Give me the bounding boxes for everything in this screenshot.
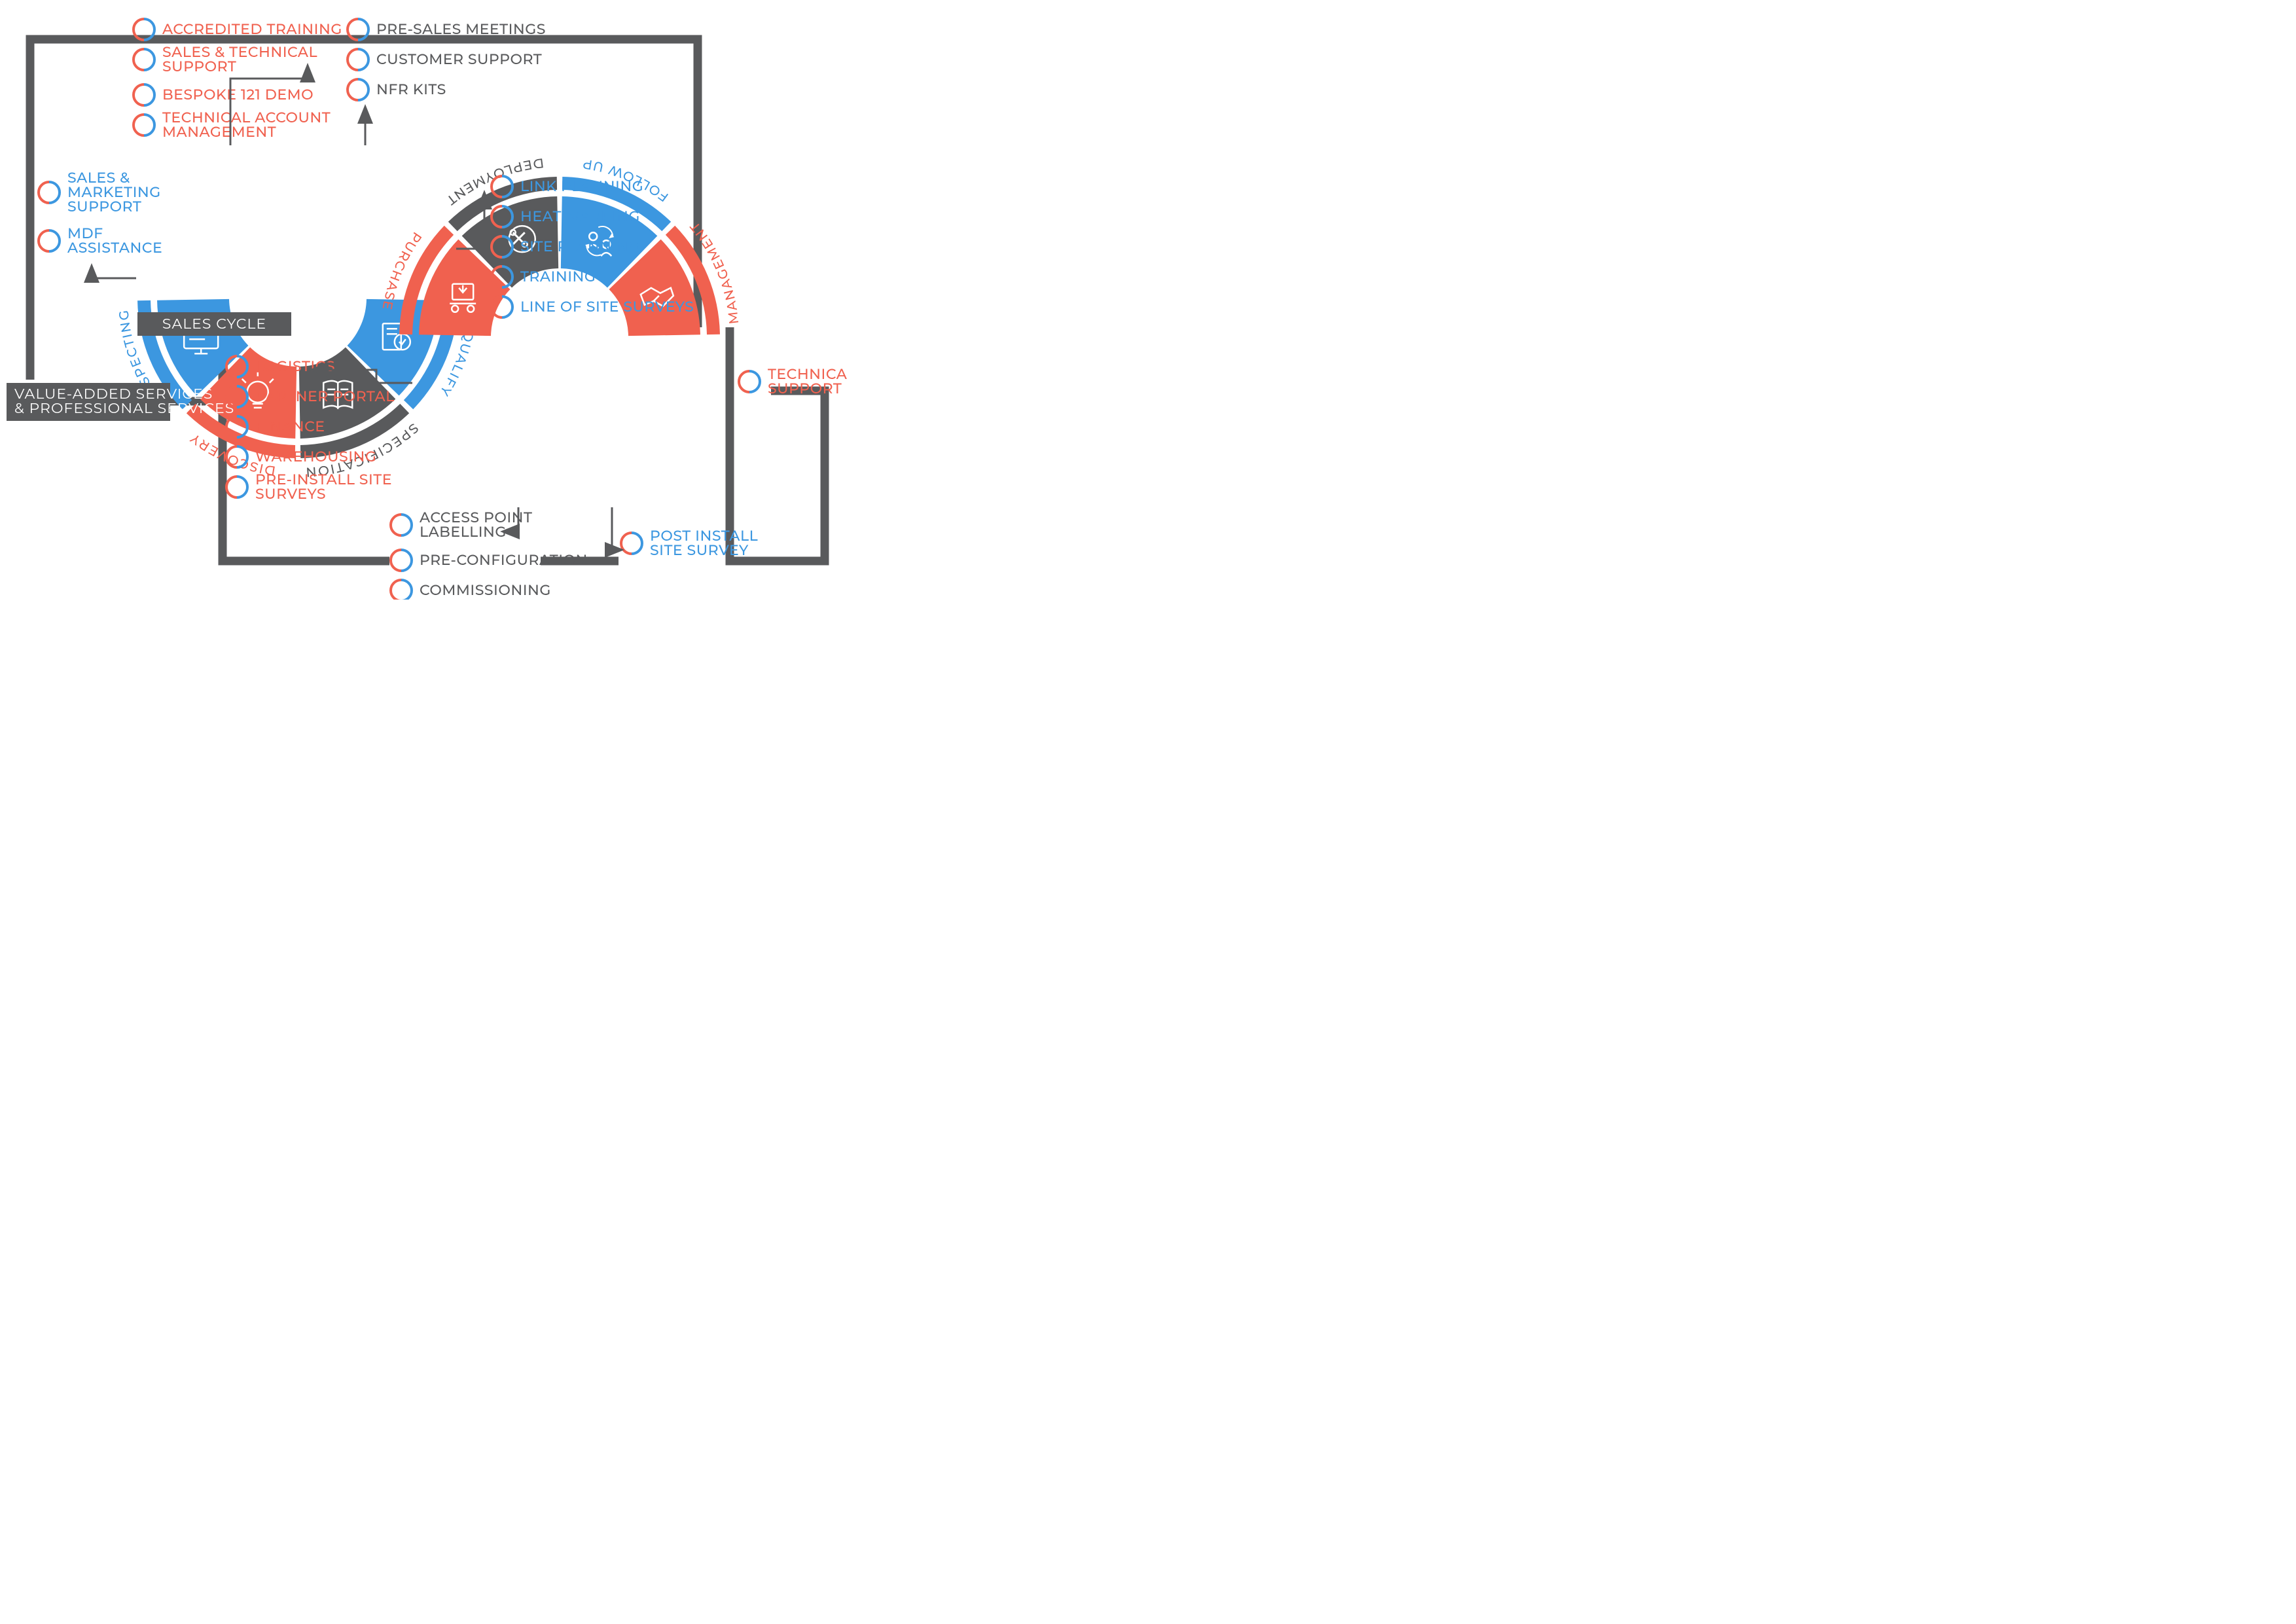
- bullet-qualify-4: LINE OF SITE SURVEYS: [520, 298, 694, 316]
- frame-lower-right: [730, 327, 825, 561]
- bullet-qualify-0: LINK PLANNING: [520, 177, 643, 195]
- bullet-deployment-0: LABELLING: [420, 523, 507, 541]
- connector-arrow: [612, 507, 620, 550]
- bullet-qualify-2: SITE PLANNING: [520, 238, 640, 255]
- bullet-specification-1: CUSTOMER SUPPORT: [376, 50, 542, 68]
- bullet-purchase-3: WAREHOUSING: [255, 448, 376, 465]
- bullet-management-0: SUPPORT: [768, 380, 842, 397]
- bullet-prospecting-0: SUPPORT: [67, 198, 141, 215]
- sales-cycle-label: SALES CYCLE: [162, 315, 266, 333]
- bullet-discovery-0: ACCREDITED TRAINING: [162, 20, 342, 38]
- bullet-qualify-1: HEAT MAPPING: [520, 208, 640, 225]
- bullet-deployment-2: COMMISSIONING: [420, 581, 551, 599]
- bullet-discovery-2: BESPOKE 121 DEMO: [162, 86, 314, 103]
- bullet-specification-0: PRE-SALES MEETINGS: [376, 20, 546, 38]
- bullet-specification-2: NFR KITS: [376, 81, 446, 98]
- bullet-qualify-3: TRAINING: [520, 268, 596, 285]
- connector-arrow: [92, 267, 136, 278]
- bullet-prospecting-1: ASSISTANCE: [67, 239, 162, 257]
- bullet-purchase-2: FINANCE: [255, 418, 325, 435]
- bullet-purchase-0: LOGISTICS: [255, 357, 335, 375]
- bullet-purchase-4: SURVEYS: [255, 485, 326, 503]
- bullet-purchase-1: PARTNER PORTAL: [255, 388, 395, 405]
- bullet-discovery-3: MANAGEMENT: [162, 123, 276, 141]
- bullet-followup-0: SITE SURVEY: [650, 541, 749, 559]
- sales-cycle-diagram: PROSPECTINGDISCOVERYSPECIFICATIONQUALIFY…: [0, 0, 848, 600]
- vas-label-2: & PROFESSIONAL SERVICES: [14, 399, 234, 417]
- bullet-deployment-1: PRE-CONFIGURATION: [420, 551, 588, 569]
- bullet-discovery-1: SUPPORT: [162, 58, 236, 75]
